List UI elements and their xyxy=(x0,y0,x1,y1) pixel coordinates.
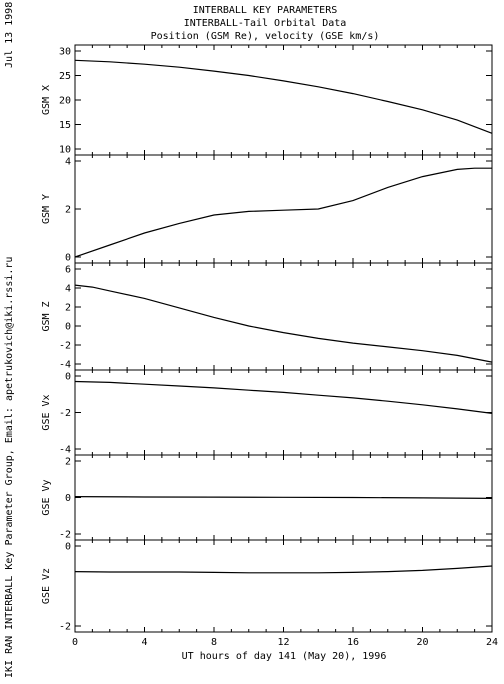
y-tick-label: 4 xyxy=(65,284,71,295)
series-line xyxy=(74,167,492,258)
panel-gsm-x: 10 15 20 25 30 GSM X xyxy=(41,44,493,156)
panel-frame xyxy=(74,369,493,456)
y-tick-label: 10 xyxy=(59,145,71,156)
y-tick-label: 25 xyxy=(59,71,71,82)
y-tick-label: 20 xyxy=(59,96,71,107)
panel-frame xyxy=(74,154,493,264)
y-tick-label: 0 xyxy=(65,253,71,264)
series-line xyxy=(74,496,493,499)
y-tick-label: 2 xyxy=(65,205,71,216)
y-tick-label: -2 xyxy=(59,408,71,419)
y-tick-label: 2 xyxy=(65,457,71,468)
y-tick-label: -2 xyxy=(59,341,71,352)
panel-gsm-y: 0 2 4 GSM Y xyxy=(41,154,493,264)
y-tick-label: 4 xyxy=(65,157,71,168)
y-axis-label: GSM Z xyxy=(41,301,52,331)
panel-gse-vy: -2 0 2 GSE Vy xyxy=(41,454,493,541)
panel-frame xyxy=(74,262,493,371)
y-axis-label: GSE Vy xyxy=(41,479,52,515)
title-line-2: INTERBALL-Tail Orbital Data xyxy=(184,18,347,29)
panel-frame xyxy=(74,539,493,633)
x-axis-label: UT hours of day 141 (May 20), 1996 xyxy=(182,651,387,662)
title-line-3: Position (GSM Re), velocity (GSE km/s) xyxy=(151,31,380,42)
y-axis-label: GSE Vx xyxy=(41,394,52,430)
y-axis-label: GSE Vz xyxy=(41,568,52,604)
y-tick-label: 0 xyxy=(65,372,71,383)
x-tick-label: 20 xyxy=(416,637,428,648)
x-tick-label: 16 xyxy=(347,637,359,648)
y-axis-label: GSM X xyxy=(41,85,52,115)
y-tick-label: 0 xyxy=(65,322,71,333)
x-tick-label: 12 xyxy=(277,637,289,648)
x-tick-label: 8 xyxy=(211,637,217,648)
x-tick-label: 0 xyxy=(72,637,78,648)
y-tick-label: 2 xyxy=(65,303,71,314)
x-tick-label: 4 xyxy=(141,637,147,648)
y-tick-label: -4 xyxy=(59,360,71,371)
panel-gsm-z: -4 -2 0 2 4 6 GSM Z xyxy=(41,262,493,371)
x-tick-label: 24 xyxy=(486,637,498,648)
y-tick-label: 30 xyxy=(59,47,71,58)
series-line xyxy=(74,565,493,574)
y-tick-label: 0 xyxy=(65,542,71,553)
y-tick-label: 0 xyxy=(65,493,71,504)
y-axis-label: GSM Y xyxy=(41,194,52,224)
y-tick-label: -2 xyxy=(59,530,71,541)
panel-gse-vz: -2 0 GSE Vz xyxy=(41,539,493,633)
series-line xyxy=(74,284,493,363)
y-tick-label: -2 xyxy=(59,622,71,633)
series-line xyxy=(74,380,493,414)
panel-frame xyxy=(74,44,493,156)
y-tick-label: -4 xyxy=(59,445,71,456)
y-tick-label: 6 xyxy=(65,265,71,276)
date-label: Jul 13 1998 xyxy=(4,2,15,68)
series-line xyxy=(74,59,493,134)
y-tick-label: 15 xyxy=(59,120,71,131)
credit-label: IKI RAN INTERBALL Key Parameter Group, E… xyxy=(4,257,15,678)
title-line-1: INTERBALL KEY PARAMETERS xyxy=(193,5,338,16)
x-axis-ticks: 0 4 8 12 16 20 24 xyxy=(72,637,498,648)
panel-gse-vx: -4 -2 0 GSE Vx xyxy=(41,369,493,456)
